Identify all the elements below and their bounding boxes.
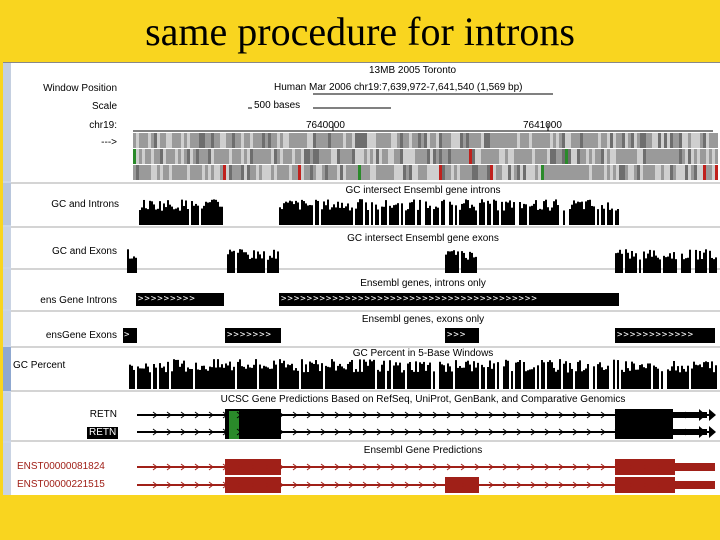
label-chromosome: chr19: [89,120,117,131]
track-title-gc-introns: GC intersect Ensembl gene introns [345,185,501,196]
track-label-enst-2[interactable]: ENST00000221515 [17,479,105,490]
exons-arrows-3: >>> [447,330,467,340]
introns-arrows-1: >>>>>>>>> [138,294,196,304]
label-scale: Scale [91,101,117,112]
track-label-retn-1[interactable]: RETN [89,409,117,420]
browser-graphics [11,93,720,493]
slide-bottom-margin [0,495,720,540]
track-label-ens-introns[interactable]: ens Gene Introns [40,295,117,306]
assembly-title: 13MB 2005 Toronto [369,65,457,76]
track-title-ens-exons: Ensembl genes, exons only [361,314,485,325]
exons-arrows-2: >>>>>>> [227,330,272,340]
gc-percent-track [129,359,717,389]
track-label-retn-2[interactable]: RETN [87,427,119,439]
track-label-enst-1[interactable]: ENST00000081824 [17,461,105,472]
track-title-ens-introns: Ensembl genes, introns only [360,278,486,289]
base-color-strip [133,133,718,180]
exons-arrows-4: >>>>>>>>>>>> [617,330,695,340]
ensembl-chevrons [152,463,704,489]
coord-left: 7640000 [306,120,345,131]
track-title-ucsc-genes: UCSC Gene Predictions Based on RefSeq, U… [220,394,626,405]
coord-right: 7641000 [523,120,562,131]
exons-arrows-1: > [124,330,131,340]
scale-text: 500 bases [254,100,301,111]
label-window-position: Window Position [43,83,117,94]
gc-introns-track [139,199,619,225]
track-title-ensembl-genes: Ensembl Gene Predictions [363,445,483,456]
track-sidebar [3,63,11,496]
slide-title: same procedure for introns [145,9,575,54]
ucsc-chevrons [152,409,716,438]
track-label-gc-exons[interactable]: GC and Exons [51,246,117,257]
track-label-gc-introns[interactable]: GC and Introns [51,199,119,210]
genome-browser-image: 13MB 2005 Toronto Human Mar 2006 chr19:7… [3,62,720,496]
gc-exons-track [127,249,717,273]
track-title-gc-exons: GC intersect Ensembl gene exons [347,233,499,244]
position-text: Human Mar 2006 chr19:7,639,972-7,641,540… [274,82,523,93]
label-strand: ---> [101,137,117,148]
track-title-gc-percent: GC Percent in 5-Base Windows [352,348,494,359]
introns-arrows-2: >>>>>>>>>>>>>>>>>>>>>>>>>>>>>>>>>>>>>>>> [281,294,538,304]
track-label-ens-exons[interactable]: ensGene Exons [45,330,117,341]
track-label-gc-percent[interactable]: GC Percent [13,360,66,371]
